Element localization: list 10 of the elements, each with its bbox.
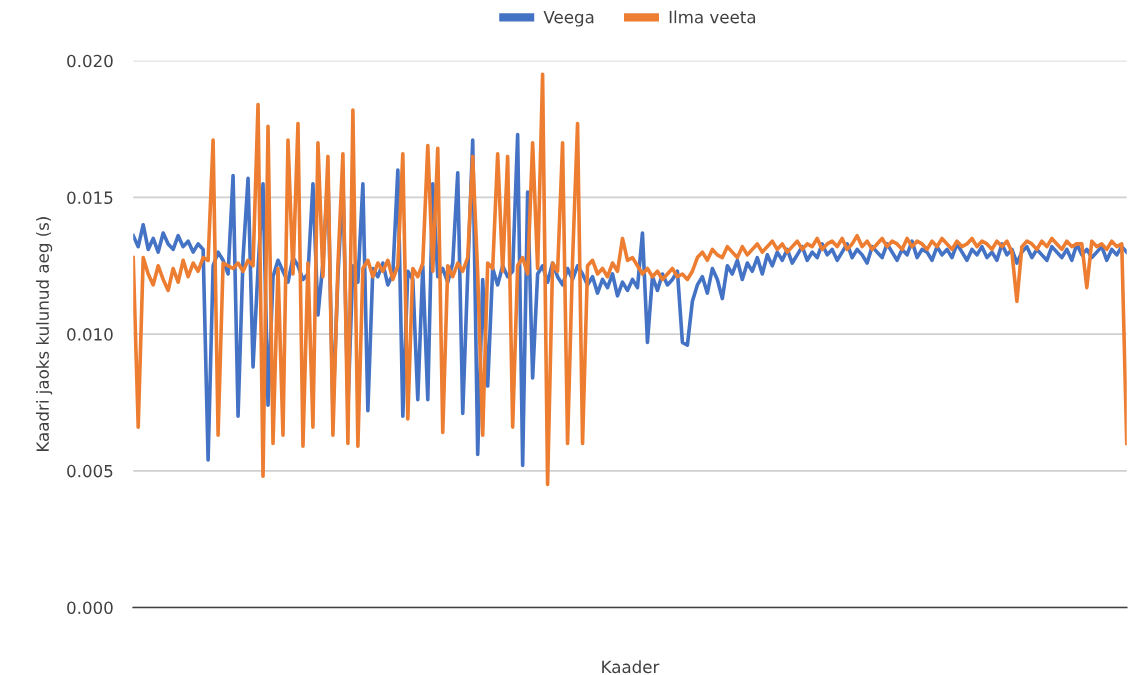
y-tick-label: 0.015 [67,191,113,205]
y-tick-label: 0.010 [67,328,113,341]
y-tick-label: 0.000 [67,601,113,615]
y-tick-label: 0.005 [67,464,113,478]
legend-label: Ilma veeta [669,10,756,24]
line-series [133,72,1127,487]
y-tick-label: 0.020 [67,54,113,68]
legend-label: Veega [543,11,594,27]
x-axis-title: Kaader [602,660,660,674]
y-axis-title: Kaadri jaoks kulunud aeg (s) [36,217,53,451]
